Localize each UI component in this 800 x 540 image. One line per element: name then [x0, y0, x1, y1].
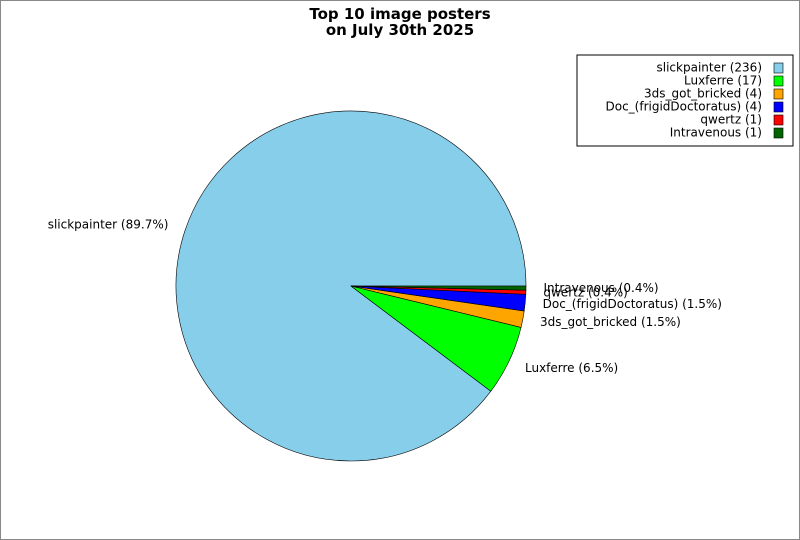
slice-label: Luxferre (6.5%)	[525, 361, 618, 375]
legend-swatch	[773, 75, 784, 87]
legend-swatch	[773, 114, 784, 126]
legend-box	[576, 54, 794, 147]
slice-label: qwertz (0.4%)	[543, 285, 627, 299]
pie-slice	[350, 285, 527, 291]
legend-label: Intravenous (1)	[670, 126, 762, 140]
legend-label: Luxferre (17)	[684, 74, 762, 88]
legend-swatch	[773, 88, 784, 100]
legend-swatch	[773, 62, 784, 74]
legend-label: 3ds_got_bricked (4)	[644, 87, 762, 101]
slice-label: 3ds_got_bricked (1.5%)	[540, 315, 681, 329]
legend-label: Doc_(frigidDoctoratus) (4)	[606, 100, 763, 114]
slice-label: Intravenous (0.4%)	[543, 281, 658, 295]
slice-label: slickpainter (89.7%)	[48, 217, 169, 231]
legend-swatch	[773, 101, 784, 113]
legend-label: slickpainter (236)	[657, 61, 762, 75]
legend-swatch	[773, 127, 784, 139]
legend-label: qwertz (1)	[700, 113, 762, 127]
slice-label: Doc_(frigidDoctoratus) (1.5%)	[543, 297, 722, 311]
chart-title: Top 10 image posters on July 30th 2025	[309, 5, 491, 39]
